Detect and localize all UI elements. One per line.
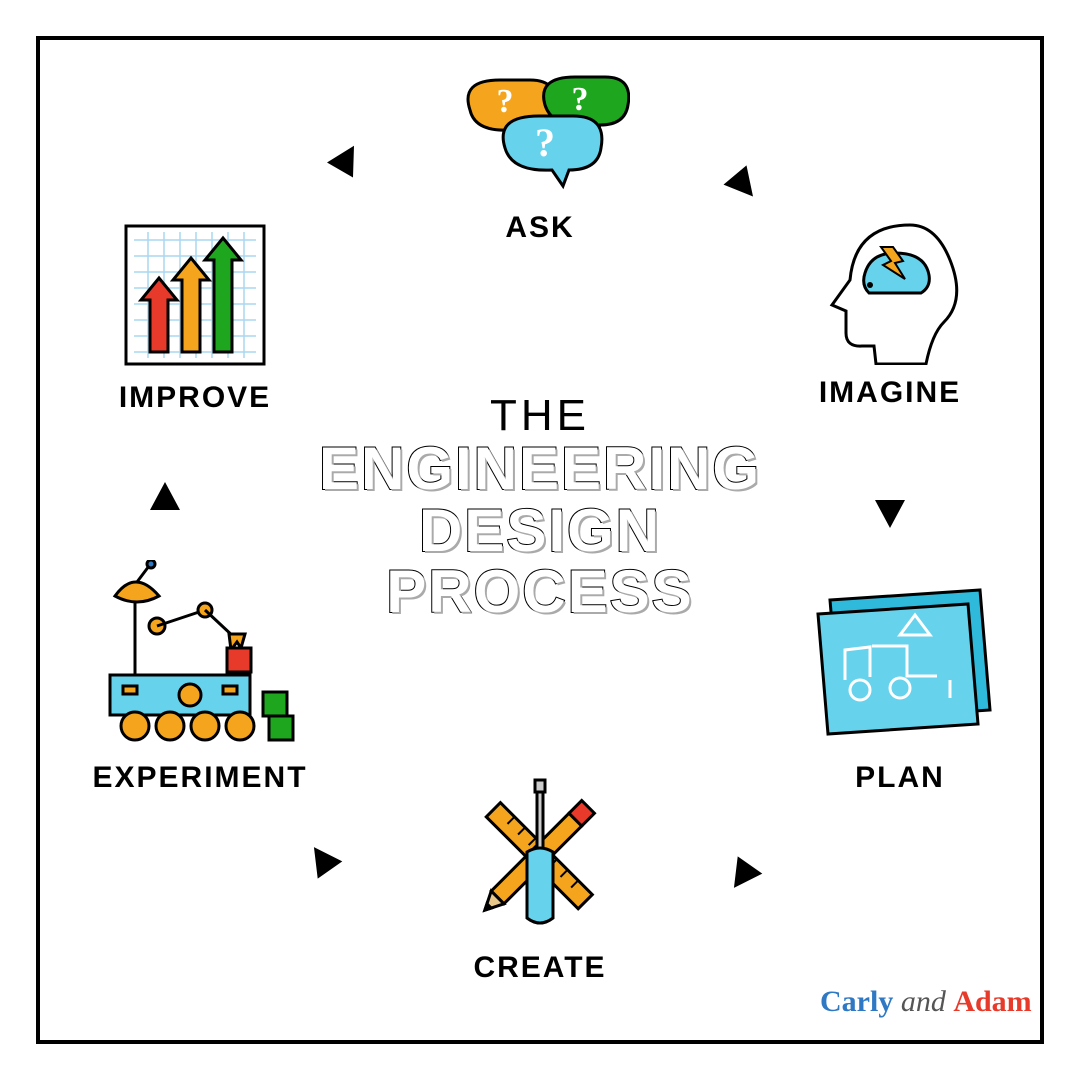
arrow-imagine-to-plan (850, 460, 930, 540)
node-create-label: CREATE (440, 951, 640, 985)
svg-text:?: ? (497, 83, 514, 120)
blueprint-icon (800, 580, 1000, 755)
tools-icon (455, 770, 625, 945)
center-title: THE ENGINEERING DESIGN PROCESS (319, 393, 761, 621)
node-create: CREATE (440, 770, 640, 985)
svg-text:?: ? (572, 81, 589, 118)
node-ask: ? ? ? ASK (440, 70, 640, 245)
credit-line: Carly and Adam (820, 985, 1032, 1019)
speech-bubbles-icon: ? ? ? (450, 70, 630, 205)
title-line-3: PROCESS (319, 561, 761, 622)
node-improve-label: IMPROVE (95, 381, 295, 415)
diagram-stage: THE ENGINEERING DESIGN PROCESS ? ? ? ASK (0, 0, 1080, 1080)
arrow-experiment-to-improve (125, 470, 205, 550)
arrow-ask-to-imagine (695, 135, 775, 215)
node-plan-label: PLAN (790, 761, 1010, 795)
node-experiment-label: EXPERIMENT (80, 761, 320, 795)
arrow-improve-to-ask (300, 130, 380, 210)
credit-part-1: Carly (820, 985, 893, 1018)
credit-part-2: and (893, 985, 953, 1018)
brainstorm-head-icon (815, 215, 965, 370)
robot-rover-icon (95, 560, 305, 755)
title-line-2: DESIGN (319, 499, 761, 560)
title-the: THE (319, 393, 761, 438)
node-plan: PLAN (790, 580, 1010, 795)
arrow-plan-to-create (710, 825, 790, 905)
node-improve: IMPROVE (95, 220, 295, 415)
arrow-create-to-experiment (290, 830, 370, 910)
node-imagine: IMAGINE (790, 215, 990, 410)
node-ask-label: ASK (440, 211, 640, 245)
svg-text:?: ? (535, 120, 555, 165)
credit-part-3: Adam (953, 985, 1031, 1018)
title-line-1: ENGINEERING (319, 438, 761, 499)
node-imagine-label: IMAGINE (790, 376, 990, 410)
node-experiment: EXPERIMENT (80, 560, 320, 795)
bar-chart-icon (120, 220, 270, 375)
